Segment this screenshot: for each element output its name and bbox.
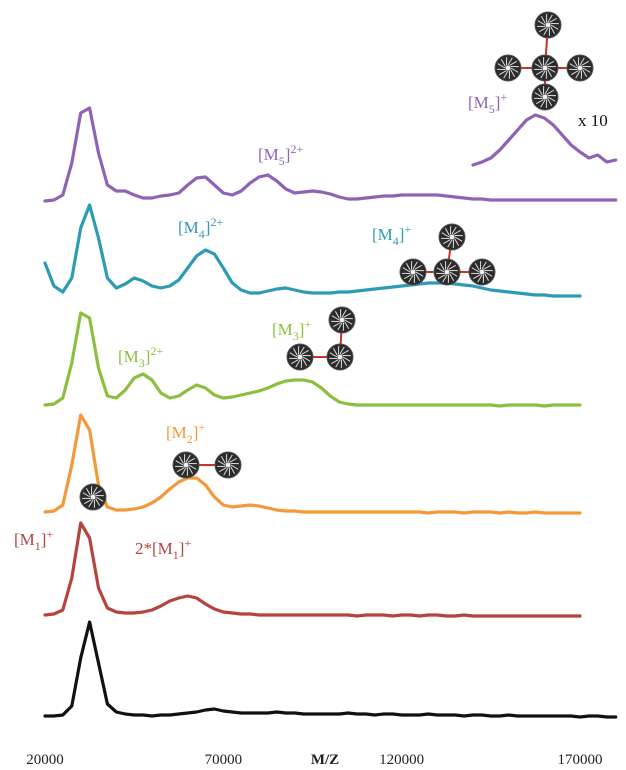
particle-core [340,318,345,323]
spectrum-line [45,523,580,616]
particle-core [543,66,548,71]
annotation-pre: [M [272,320,293,339]
particle-core [226,463,231,468]
particle-core [450,235,455,240]
spectrum-line [45,205,580,296]
x-axis-label: M/Z [311,752,339,768]
particle-icon [439,224,465,250]
spectrum-line [45,622,616,717]
particle-icon [469,259,495,285]
annotation-pre: [M [178,218,199,237]
annotation-sup: + [500,90,507,104]
particle-icon [400,259,426,285]
annotation-pre: [M [166,423,187,442]
annotation-pre: [M [14,530,35,549]
particle-icon [495,55,521,81]
x-tick-label: 170000 [558,752,603,768]
annotation-sup: 2+ [290,142,303,156]
particle-core [578,66,583,71]
particle-core [184,463,189,468]
spectrum-line [45,415,580,513]
particle-core [91,495,96,500]
annotation-pre: [M [258,145,279,164]
particle-icon [532,84,558,110]
annotation: [M1]+ [14,527,53,553]
annotation: [M3]2+ [118,344,163,370]
particle-core [506,66,511,71]
particle-icon [532,55,558,81]
annotation-pre: [M [372,225,393,244]
particle-core [445,270,450,275]
particle-core [543,95,548,100]
annotation-text: x 10 [578,111,608,130]
chart: M/Z 20000 70000 120000 170000 [M5]2+ [M5]+ x 1… [0,0,626,770]
annotation: x 10 [578,111,608,130]
annotation: [M2]+ [166,420,205,446]
particle-icon [329,307,355,333]
particle-core [338,355,343,360]
particle-core [411,270,416,275]
annotation: [M5]+ [468,90,507,116]
annotation-sup: 2+ [150,344,163,358]
annotation: [M4]+ [372,222,411,248]
annotation: [M5]2+ [258,142,303,168]
annotation: [M4]2+ [178,215,223,241]
particle-core [546,23,551,28]
annotation-sup: + [184,536,191,550]
annotation: 2*[M1]+ [135,536,191,562]
particle-icon [327,344,353,370]
annotation-pre: 2*[M [135,539,173,558]
annotation-sup: + [304,317,311,331]
particle-icon [567,55,593,81]
annotation-pre: [M [468,93,489,112]
annotation-pre: [M [118,347,139,366]
particle-icon [215,452,241,478]
annotation-sup: + [46,527,53,541]
annotation-sup: + [404,222,411,236]
x-tick-label: 70000 [205,752,243,768]
x-tick-label: 120000 [379,752,424,768]
spectrum-line [45,108,616,201]
x-tick-label: 20000 [26,752,64,768]
particle-icon [535,12,561,38]
annotation-sup: + [198,420,205,434]
annotation: [M3]+ [272,317,311,343]
annotation-sup: 2+ [210,215,223,229]
particle-icon [173,452,199,478]
particle-icon [287,344,313,370]
particle-icon [80,484,106,510]
particle-core [298,355,303,360]
particle-icon [434,259,460,285]
particle-core [480,270,485,275]
